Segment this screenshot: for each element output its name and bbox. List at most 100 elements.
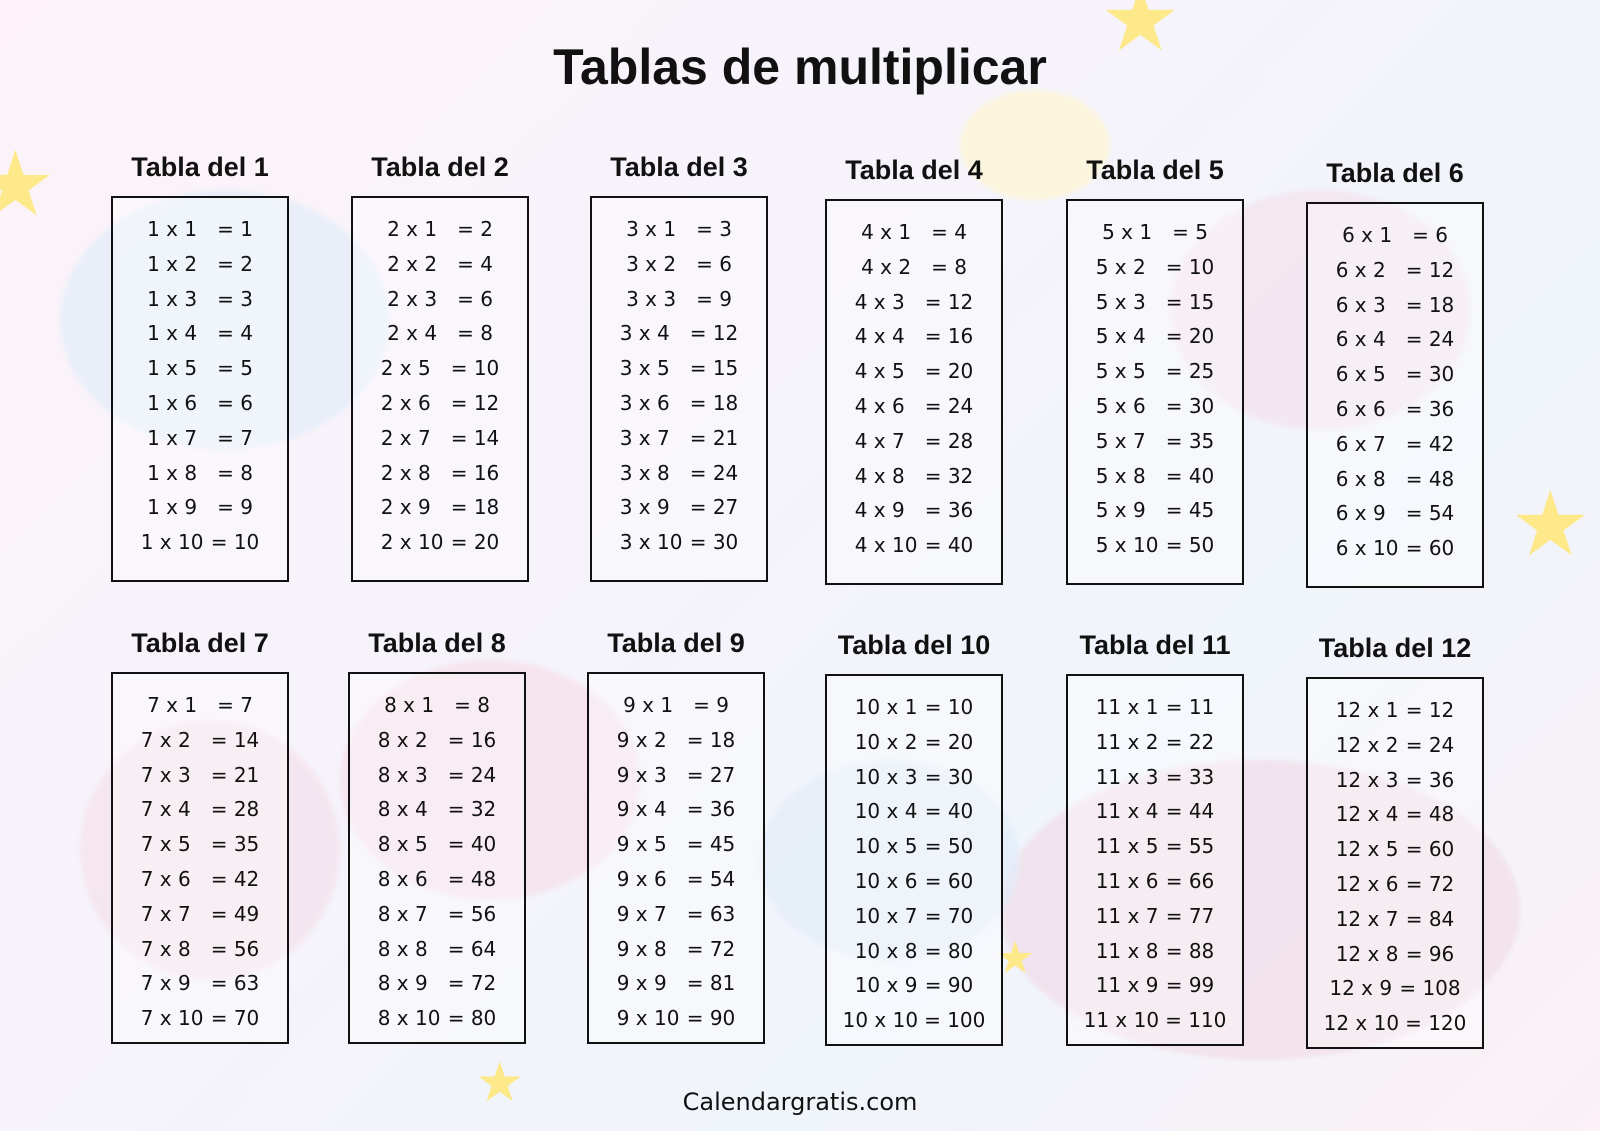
multiplication-expression: 5 x 4: [1095, 324, 1146, 349]
multiplication-expression: 7 x 5: [140, 832, 191, 857]
multiplication-expression: 3 x 7: [619, 425, 670, 450]
multiplication-result: = 63: [210, 971, 260, 996]
multiplication-result: = 2: [457, 217, 493, 241]
multiplication-result: = 90: [924, 973, 974, 998]
multiplication-result: = 16: [450, 460, 500, 485]
multiplication-result: = 36: [1405, 396, 1455, 421]
table-row: 4 x 4 = 16: [827, 319, 1001, 354]
multiplication-result: = 30: [689, 530, 739, 555]
multiplication-result: = 5: [1172, 220, 1208, 244]
multiplication-result: = 28: [924, 428, 974, 453]
multiplication-result: = 36: [1405, 767, 1455, 792]
multiplication-expression: 8 x 6: [377, 866, 428, 891]
multiplication-expression: 3 x 1: [626, 217, 677, 241]
multiplication-result: = 25: [1165, 359, 1215, 384]
table-row: 2 x 8 = 16: [353, 456, 527, 491]
multiplication-expression: 6 x 2: [1335, 257, 1386, 282]
multiplication-expression: 3 x 9: [619, 495, 670, 520]
table-row: 9 x 1 = 9: [589, 688, 763, 723]
table-row: 4 x 7 = 28: [827, 424, 1001, 459]
multiplication-result: = 40: [1165, 463, 1215, 488]
multiplication-result: = 60: [924, 868, 974, 893]
multiplication-result: = 7: [217, 425, 253, 450]
multiplication-expression: 12 x 8: [1335, 941, 1399, 966]
table-row: 4 x 6 = 24: [827, 389, 1001, 424]
multiplication-expression: 2 x 10: [380, 530, 444, 555]
table-row: 6 x 2 = 12: [1308, 253, 1482, 288]
table-row: 5 x 4 = 20: [1068, 319, 1242, 354]
table-row: 6 x 5 = 30: [1308, 357, 1482, 392]
multiplication-expression: 10 x 10: [842, 1008, 919, 1033]
table-title: Tabla del 7: [131, 628, 269, 658]
multiplication-result: = 18: [1405, 292, 1455, 317]
multiplication-result: = 20: [1165, 324, 1215, 349]
multiplication-expression: 2 x 6: [380, 390, 431, 415]
table-row: 12 x 8 = 96: [1308, 937, 1482, 972]
table-title: Tabla del 12: [1318, 633, 1472, 663]
star-icon: ★: [0, 132, 56, 237]
table-row: 5 x 6 = 30: [1068, 389, 1242, 424]
multiplication-expression: 8 x 4: [377, 797, 428, 822]
multiplication-result: = 24: [1405, 732, 1455, 757]
table-row: 5 x 9 = 45: [1068, 493, 1242, 528]
multiplication-result: = 24: [1405, 327, 1455, 352]
table-row: 12 x 7 = 84: [1308, 902, 1482, 937]
table-title: Tabla del 6: [1326, 158, 1464, 188]
multiplication-expression: 7 x 6: [140, 866, 191, 891]
table-box: 8 x 1 = 8 8 x 2 = 16 8 x 3 = 24 8 x 4 = …: [348, 672, 526, 1044]
multiplication-result: = 49: [210, 901, 260, 926]
multiplication-expression: 11 x 9: [1095, 973, 1159, 998]
multiplication-result: = 84: [1405, 906, 1455, 931]
table-row: 10 x 3 = 30: [827, 760, 1001, 795]
table-row: 10 x 7 = 70: [827, 899, 1001, 934]
multiplication-result: = 96: [1405, 941, 1455, 966]
multiplication-expression: 3 x 10: [619, 530, 683, 555]
multiplication-result: = 10: [1165, 254, 1215, 279]
multiplication-result: = 66: [1165, 868, 1215, 893]
multiplication-result: = 4: [931, 220, 967, 244]
multiplication-result: = 56: [210, 936, 260, 961]
table-title: Tabla del 3: [610, 152, 748, 182]
multiplication-expression: 11 x 3: [1095, 764, 1159, 789]
multiplication-result: = 45: [1165, 498, 1215, 523]
multiplication-result: = 9: [693, 693, 729, 717]
multiplication-result: = 10: [210, 530, 260, 555]
table-row: 1 x 2 = 2: [113, 247, 287, 282]
multiplication-expression: 11 x 1: [1095, 695, 1159, 719]
multiplication-expression: 6 x 5: [1335, 362, 1386, 387]
multiplication-result: = 110: [1165, 1008, 1227, 1033]
table-row: 10 x 9 = 90: [827, 968, 1001, 1003]
multiplication-expression: 5 x 9: [1095, 498, 1146, 523]
multiplication-result: = 54: [686, 866, 736, 891]
multiplication-result: = 14: [210, 727, 260, 752]
multiplication-expression: 7 x 8: [140, 936, 191, 961]
table-box: 6 x 1 = 6 6 x 2 = 12 6 x 3 = 18 6 x 4 = …: [1306, 202, 1484, 588]
table-row: 7 x 3 = 21: [113, 758, 287, 793]
multiplication-expression: 8 x 2: [377, 727, 428, 752]
multiplication-result: = 55: [1165, 834, 1215, 859]
multiplication-result: = 8: [931, 254, 967, 279]
multiplication-expression: 10 x 4: [854, 799, 918, 824]
table-row: 5 x 8 = 40: [1068, 459, 1242, 494]
cloud-decoration: [340, 660, 640, 900]
table-row: 7 x 8 = 56: [113, 932, 287, 967]
table-row: 1 x 10 = 10: [113, 525, 287, 560]
table-row: 9 x 10 = 90: [589, 1001, 763, 1036]
table-row: 1 x 8 = 8: [113, 456, 287, 491]
multiplication-result: = 8: [217, 460, 253, 485]
table-box: 1 x 1 = 1 1 x 2 = 2 1 x 3 = 3 1 x 4 = 4 …: [111, 196, 289, 582]
multiplication-result: = 36: [686, 797, 736, 822]
multiplication-table-1: Tabla del 1 1 x 1 = 1 1 x 2 = 2 1 x 3 = …: [111, 152, 289, 582]
table-row: 11 x 8 = 88: [1068, 934, 1242, 969]
multiplication-expression: 6 x 8: [1335, 466, 1386, 491]
multiplication-result: = 50: [924, 834, 974, 859]
multiplication-expression: 5 x 3: [1095, 289, 1146, 314]
multiplication-result: = 6: [696, 251, 732, 276]
multiplication-expression: 3 x 4: [619, 321, 670, 346]
table-row: 3 x 8 = 24: [592, 456, 766, 491]
page-title: Tablas de multiplicar: [553, 39, 1047, 95]
table-row: 11 x 5 = 55: [1068, 829, 1242, 864]
multiplication-expression: 2 x 4: [387, 321, 438, 346]
table-row: 8 x 8 = 64: [350, 932, 524, 967]
multiplication-expression: 1 x 2: [147, 251, 198, 276]
